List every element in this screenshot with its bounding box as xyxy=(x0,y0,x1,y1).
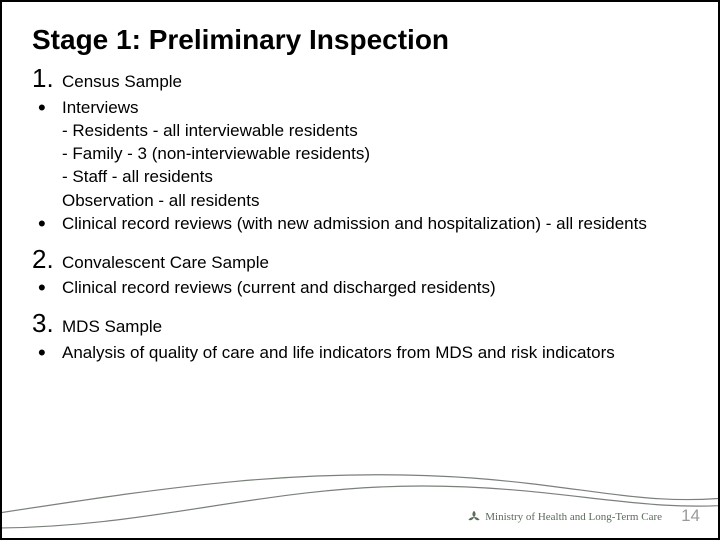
section-number: 3. xyxy=(32,307,62,340)
bullet-item: • Clinical record reviews (with new admi… xyxy=(32,213,678,235)
section-label: MDS Sample xyxy=(62,316,162,337)
page-number: 14 xyxy=(681,506,700,526)
bullet-head: Interviews xyxy=(62,97,678,118)
slide-content: 1. Census Sample • Interviews - Resident… xyxy=(2,60,718,364)
bullet-sub: - Family - 3 (non-interviewable resident… xyxy=(62,143,678,164)
section-2-header: 2. Convalescent Care Sample xyxy=(32,243,678,276)
slide: Stage 1: Preliminary Inspection 1. Censu… xyxy=(0,0,720,540)
bullet-head: Analysis of quality of care and life ind… xyxy=(62,342,678,363)
trillium-icon xyxy=(467,510,481,524)
bullet-icon: • xyxy=(32,97,62,119)
bullet-body: Interviews - Residents - all interviewab… xyxy=(62,97,678,211)
section-3-header: 3. MDS Sample xyxy=(32,307,678,340)
section-number: 2. xyxy=(32,243,62,276)
footer-logo: Ministry of Health and Long-Term Care xyxy=(467,510,662,524)
bullet-sub: - Residents - all interviewable resident… xyxy=(62,120,678,141)
bullet-head: Clinical record reviews (with new admiss… xyxy=(62,213,678,234)
footer-org: Ministry of Health and Long-Term Care xyxy=(485,511,662,523)
bullet-icon: • xyxy=(32,277,62,299)
bullet-sub: - Staff - all residents xyxy=(62,166,678,187)
bullet-item: • Clinical record reviews (current and d… xyxy=(32,277,678,299)
section-1-header: 1. Census Sample xyxy=(32,62,678,95)
section-number: 1. xyxy=(32,62,62,95)
swoosh-graphic xyxy=(2,458,720,538)
bullet-icon: • xyxy=(32,342,62,364)
bullet-sub: Observation - all residents xyxy=(62,190,678,211)
bullet-item: • Analysis of quality of care and life i… xyxy=(32,342,678,364)
section-label: Convalescent Care Sample xyxy=(62,252,269,273)
section-label: Census Sample xyxy=(62,71,182,92)
bullet-icon: • xyxy=(32,213,62,235)
bullet-item: • Interviews - Residents - all interview… xyxy=(32,97,678,211)
bullet-head: Clinical record reviews (current and dis… xyxy=(62,277,678,298)
slide-title: Stage 1: Preliminary Inspection xyxy=(2,2,718,60)
